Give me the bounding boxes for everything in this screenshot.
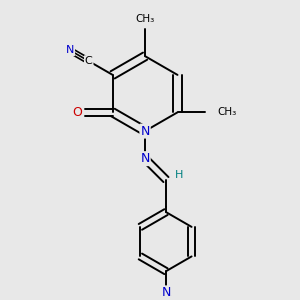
Text: N: N [161,286,171,299]
Text: N: N [140,152,150,165]
Text: CH₃: CH₃ [217,107,236,117]
Text: N: N [66,45,74,55]
Text: CH₃: CH₃ [135,14,155,24]
Text: C: C [85,56,93,66]
Text: H: H [175,169,183,180]
Text: O: O [72,106,82,119]
Text: N: N [140,124,150,138]
